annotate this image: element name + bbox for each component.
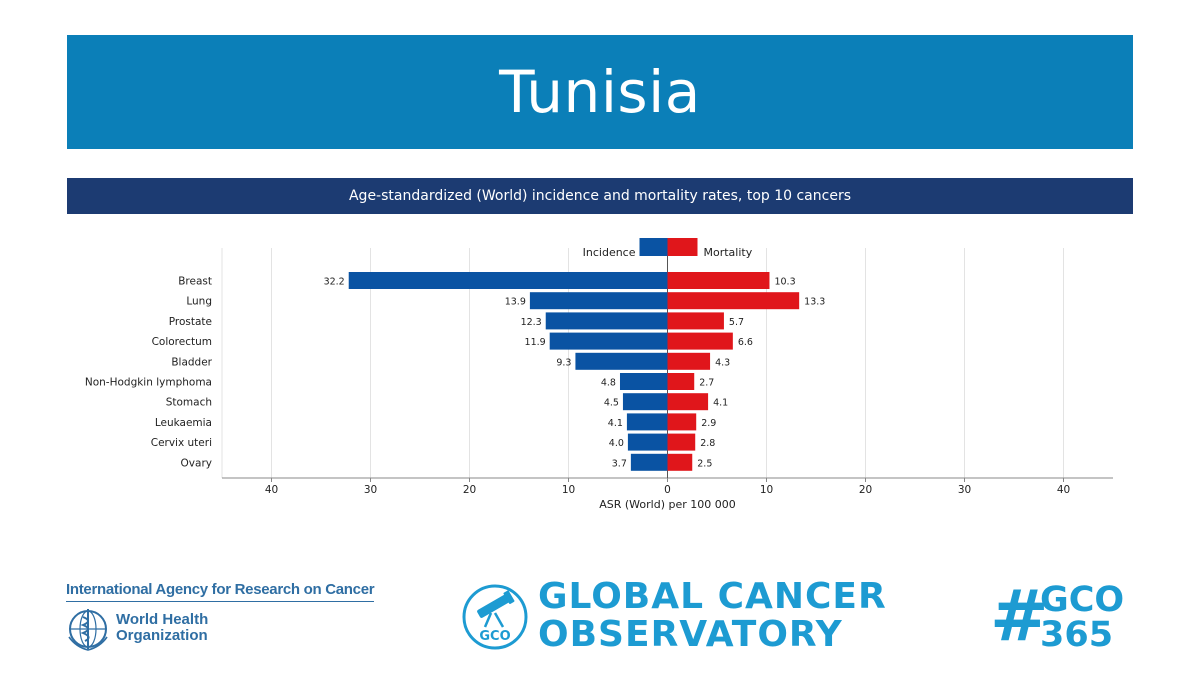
chart-subtitle-bar: Age-standardized (World) incidence and m… — [67, 178, 1133, 214]
category-label: Breast — [178, 276, 212, 288]
incidence-value-label: 3.7 — [612, 458, 627, 469]
x-tick-label: 20 — [463, 484, 476, 496]
category-label: Ovary — [181, 457, 212, 469]
incidence-value-label: 4.8 — [601, 378, 616, 389]
mortality-value-label: 4.1 — [713, 398, 728, 409]
incidence-bar[interactable] — [627, 433, 668, 451]
legend-mortality-label: Mortality — [704, 246, 753, 259]
x-tick-label: 30 — [364, 484, 377, 496]
chart-subtitle: Age-standardized (World) incidence and m… — [348, 188, 851, 204]
category-label: Colorectum — [152, 336, 212, 348]
mortality-value-label: 10.3 — [774, 277, 795, 288]
mortality-value-label: 2.8 — [700, 438, 715, 449]
incidence-bar[interactable] — [529, 292, 668, 310]
incidence-bar[interactable] — [619, 373, 668, 390]
legend-incidence-label: Incidence — [583, 246, 636, 259]
mortality-value-label: 13.3 — [804, 297, 825, 308]
bars — [348, 272, 800, 471]
legend-incidence-swatch — [639, 238, 668, 256]
who-name: World Health Organization — [116, 612, 208, 644]
mortality-bar[interactable] — [667, 433, 696, 451]
x-tick-label: 30 — [958, 484, 971, 496]
mortality-bar[interactable] — [667, 272, 770, 289]
incidence-bar[interactable] — [549, 332, 668, 350]
incidence-value-label: 4.1 — [608, 418, 623, 429]
mortality-bar[interactable] — [667, 413, 697, 431]
x-axis-title: ASR (World) per 100 000 — [599, 498, 736, 511]
incidence-bar[interactable] — [575, 352, 668, 370]
legend-mortality-swatch — [667, 238, 698, 256]
title-banner: Tunisia — [67, 35, 1133, 149]
who-emblem-icon — [68, 609, 108, 651]
mortality-bar[interactable] — [667, 352, 711, 370]
hashtag-line-1: GCO — [1040, 580, 1125, 620]
iarc-name: International Agency for Research on Can… — [66, 581, 375, 602]
mortality-bar[interactable] — [667, 332, 733, 350]
incidence-bar[interactable] — [626, 413, 668, 431]
mortality-value-label: 2.5 — [697, 458, 712, 469]
labels: 40 30 20 10 0 10 20 30 40 ASR (World) per 100 000… — [85, 276, 1070, 512]
mortality-value-label: 2.7 — [699, 378, 714, 389]
x-tick-label: 10 — [562, 484, 575, 496]
gco365-hashtag: # GCO 365 — [990, 580, 1135, 655]
category-label: Stomach — [166, 397, 212, 409]
gco-name-line-1: GLOBAL CANCER — [538, 576, 887, 617]
category-label: Non-Hodgkin lymphoma — [85, 377, 212, 389]
incidence-bar[interactable] — [630, 453, 668, 471]
mortality-value-label: 5.7 — [729, 317, 744, 328]
x-tick-label: 20 — [859, 484, 872, 496]
x-tick-label: 40 — [1057, 484, 1070, 496]
incidence-value-label: 32.2 — [324, 277, 345, 288]
incidence-value-label: 4.5 — [604, 398, 619, 409]
x-tick-label: 40 — [265, 484, 278, 496]
mortality-bar[interactable] — [667, 312, 724, 330]
mortality-bar[interactable] — [667, 393, 709, 411]
legend-incidence-bg — [581, 244, 638, 260]
incidence-bar[interactable] — [348, 272, 668, 289]
category-label: Leukaemia — [155, 417, 212, 429]
page-title: Tunisia — [499, 58, 701, 126]
legend-mortality-bg — [699, 244, 756, 260]
incidence-bar[interactable] — [622, 393, 668, 411]
mortality-value-label: 2.9 — [701, 418, 716, 429]
mortality-bar[interactable] — [667, 373, 695, 390]
legend: Incidence Mortality — [581, 238, 756, 260]
who-name-line-2: Organization — [116, 627, 208, 644]
incidence-value-label: 11.9 — [525, 337, 546, 348]
gco-name: GLOBAL CANCER OBSERVATORY — [538, 578, 887, 654]
incidence-value-label: 9.3 — [556, 357, 571, 368]
hashtag-line-2: 365 — [1040, 615, 1114, 655]
gco-badge-text: GCO — [479, 629, 510, 644]
category-label: Cervix uteri — [151, 437, 212, 449]
butterfly-bar-chart: 40 30 20 10 0 10 20 30 40 ASR (World) per 100 000… — [85, 238, 1113, 512]
gco-name-line-2: OBSERVATORY — [538, 614, 843, 655]
hashtag-symbol: # — [990, 575, 1049, 657]
mortality-bar[interactable] — [667, 292, 800, 310]
mortality-value-label: 4.3 — [715, 357, 730, 368]
incidence-bar[interactable] — [545, 312, 668, 330]
category-label: Bladder — [171, 356, 212, 368]
category-label: Lung — [186, 296, 212, 308]
mortality-bar[interactable] — [667, 453, 693, 471]
category-label: Prostate — [169, 316, 212, 328]
x-tick-label: 10 — [760, 484, 773, 496]
gco-telescope-icon: GCO — [462, 584, 528, 650]
incidence-value-label: 4.0 — [609, 438, 624, 449]
x-tick-label: 0 — [664, 484, 671, 496]
incidence-value-label: 13.9 — [505, 297, 526, 308]
incidence-value-label: 12.3 — [521, 317, 542, 328]
who-name-line-1: World Health — [116, 611, 209, 628]
mortality-value-label: 6.6 — [738, 337, 753, 348]
